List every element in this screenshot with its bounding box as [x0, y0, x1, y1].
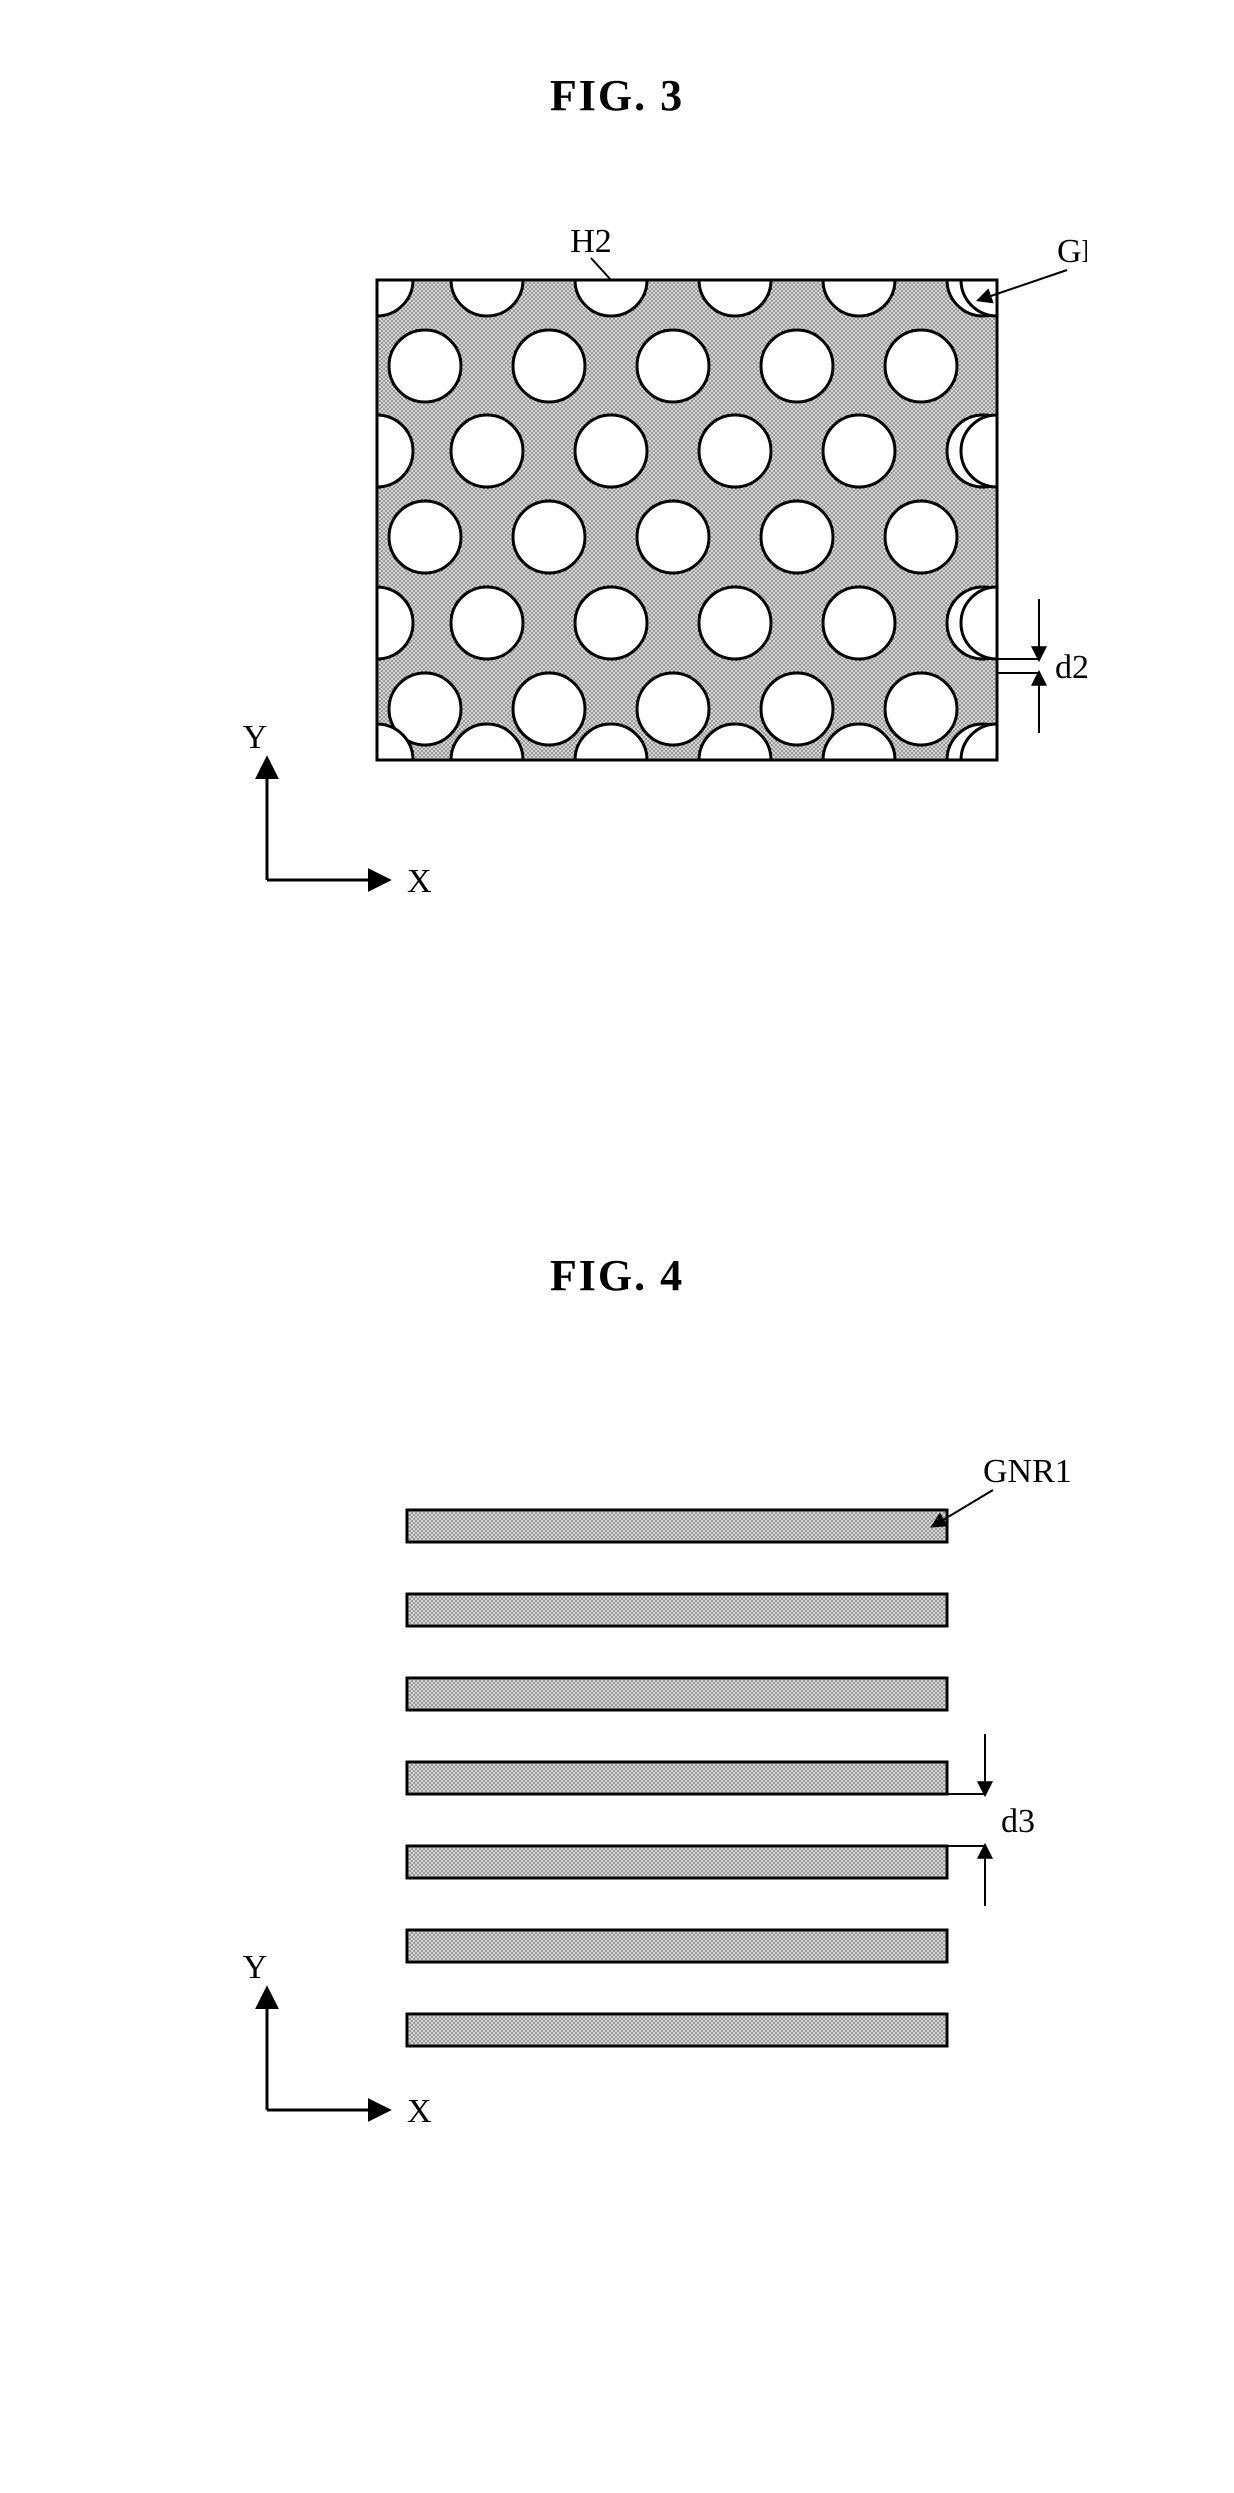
mesh-hole	[699, 415, 771, 487]
mesh-hole	[575, 587, 647, 659]
y-axis-label: Y	[243, 719, 268, 756]
ribbon-stipple	[407, 1930, 947, 1962]
mesh-hole	[389, 501, 461, 573]
ribbon-stipple	[407, 1594, 947, 1626]
mesh-hole	[513, 673, 585, 745]
mesh-hole	[761, 673, 833, 745]
mesh-hole	[885, 673, 957, 745]
fig4-diagram: GNR1 d3 Y X	[147, 1340, 1087, 2240]
mesh-hole	[637, 330, 709, 402]
ribbon-stipple	[407, 1510, 947, 1542]
mesh-hole	[699, 587, 771, 659]
mesh-hole	[389, 330, 461, 402]
gnm2-label: GNM2	[1057, 233, 1087, 270]
d3-label: d3	[1001, 1803, 1035, 1840]
mesh-hole	[637, 501, 709, 573]
fig3-diagram: GNM2 H2 d2 Y X	[147, 160, 1087, 1010]
ribbon-stipple	[407, 2014, 947, 2046]
gnr1-label: GNR1	[983, 1453, 1072, 1490]
x-axis-label: X	[407, 2093, 432, 2130]
x-axis-label: X	[407, 863, 432, 900]
page: FIG. 3 GNM2 H2 d2 Y X FIG. 4 GNR1 d3 Y X	[0, 0, 1234, 2493]
mesh-hole	[451, 587, 523, 659]
h2-leader	[591, 258, 611, 280]
gnr1-leader	[933, 1490, 993, 1526]
ribbon-stipple	[407, 1846, 947, 1878]
mesh-hole	[637, 673, 709, 745]
h2-label: H2	[570, 223, 612, 260]
fig4-title: FIG. 4	[0, 1250, 1234, 1301]
mesh-hole	[885, 501, 957, 573]
mesh-hole	[823, 587, 895, 659]
d2-label: d2	[1055, 649, 1087, 686]
mesh-hole	[761, 501, 833, 573]
mesh-hole	[513, 501, 585, 573]
mesh-hole	[885, 330, 957, 402]
y-axis-label: Y	[243, 1949, 268, 1986]
mesh-hole	[513, 330, 585, 402]
mesh-group	[341, 244, 1033, 796]
mesh-hole	[823, 415, 895, 487]
mesh-hole	[761, 330, 833, 402]
mesh-hole	[575, 415, 647, 487]
ribbon-stipple	[407, 1762, 947, 1794]
fig3-title: FIG. 3	[0, 70, 1234, 121]
ribbon-stipple	[407, 1678, 947, 1710]
mesh-hole	[451, 415, 523, 487]
